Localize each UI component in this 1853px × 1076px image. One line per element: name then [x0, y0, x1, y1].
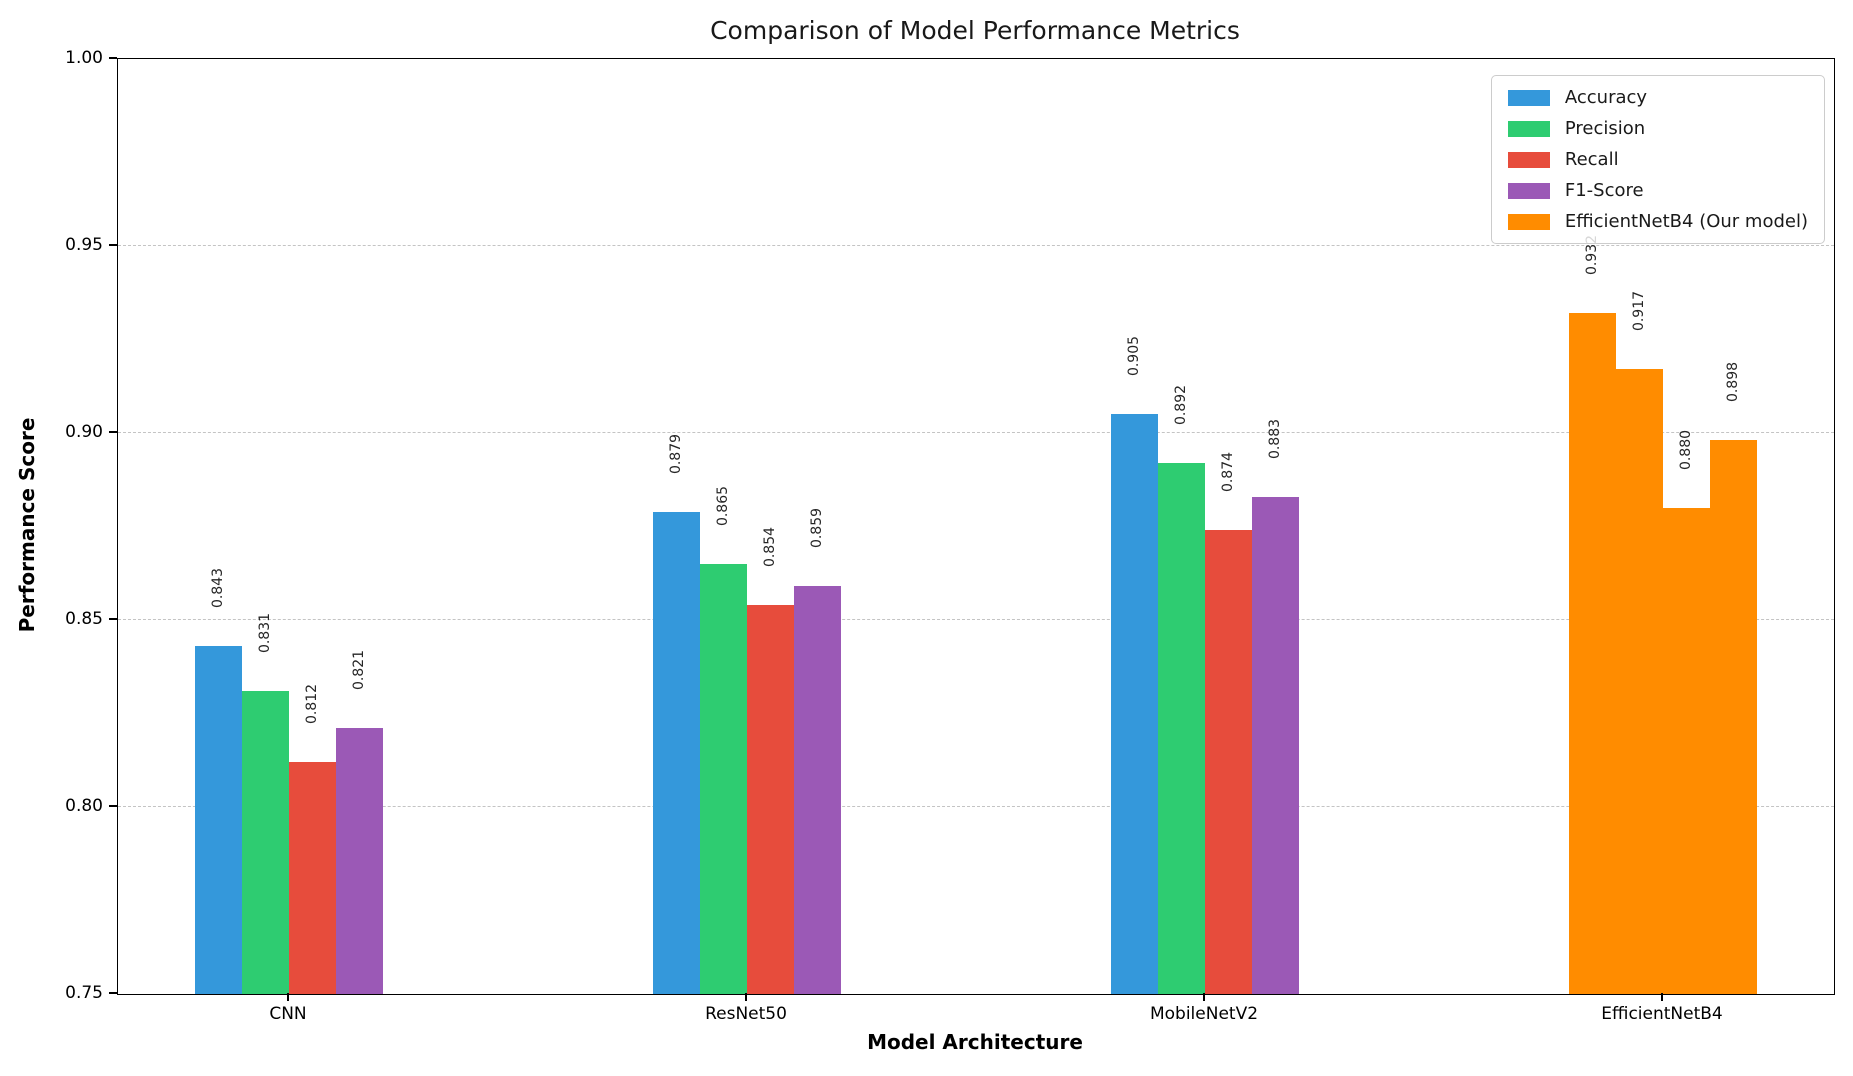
- bar-value-label: 0.859: [808, 504, 828, 552]
- legend-label: Precision: [1564, 118, 1646, 139]
- bar-precision-mobilenetv2: [1158, 462, 1205, 994]
- bar-value-text: 0.892: [1173, 384, 1190, 425]
- bar-value-text: 0.874: [1220, 452, 1237, 493]
- bar-value-label: 0.854: [761, 523, 781, 571]
- legend-label: EfficientNetB4 (Our model): [1564, 211, 1808, 232]
- bar-accuracy-mobilenetv2: [1111, 414, 1158, 994]
- bar-accuracy-efficientnetb4: [1569, 313, 1616, 994]
- y-tick-label: 0.95: [65, 235, 103, 255]
- bar-value-text: 0.859: [809, 508, 826, 549]
- legend-item-f1-score: F1-Score: [1507, 180, 1808, 201]
- legend-label: Accuracy: [1564, 87, 1648, 108]
- legend-item-precision: Precision: [1507, 118, 1808, 139]
- bar-accuracy-cnn: [195, 646, 242, 994]
- x-tick-mark: [287, 993, 289, 1001]
- bar-value-text: 0.880: [1678, 429, 1695, 470]
- bar-value-label: 0.880: [1677, 426, 1697, 474]
- legend-swatch-efficientnetb4-our-model: [1507, 213, 1550, 230]
- x-tick-mark: [1203, 993, 1205, 1001]
- y-tick-label: 0.85: [65, 609, 103, 629]
- bar-value-label: 0.821: [350, 646, 370, 694]
- x-category-label-mobilenetv2: MobileNetV2: [1149, 1004, 1259, 1024]
- bar-value-text: 0.865: [715, 485, 732, 526]
- chart-title: Comparison of Model Performance Metrics: [710, 16, 1240, 45]
- bar-f1-score-mobilenetv2: [1252, 496, 1299, 994]
- legend-label: F1-Score: [1564, 180, 1644, 201]
- x-category-label-resnet50: ResNet50: [705, 1004, 787, 1024]
- gridline-0.95: [118, 245, 1834, 247]
- legend-swatch-recall: [1507, 151, 1550, 168]
- bar-precision-efficientnetb4: [1616, 369, 1663, 994]
- bar-value-text: 0.898: [1725, 362, 1742, 403]
- bar-recall-efficientnetb4: [1663, 507, 1710, 994]
- bar-value-label: 0.892: [1172, 381, 1192, 429]
- x-tick-mark: [745, 993, 747, 1001]
- x-axis-label: Model Architecture: [867, 1030, 1083, 1054]
- bar-value-label: 0.879: [667, 430, 687, 478]
- x-category-label-efficientnetb4: EfficientNetB4: [1601, 1004, 1723, 1024]
- bar-value-text: 0.905: [1126, 336, 1143, 377]
- bar-value-text: 0.831: [257, 613, 274, 654]
- bar-value-text: 0.821: [351, 650, 368, 691]
- bar-value-label: 0.831: [256, 609, 276, 657]
- legend: Accuracy Precision Recall F1-Score Efficient…: [1490, 75, 1825, 244]
- y-tick-mark: [109, 244, 117, 246]
- gridline-0.85: [118, 619, 1834, 621]
- legend-swatch-f1-score: [1507, 182, 1550, 199]
- y-tick-mark: [109, 57, 117, 59]
- bar-value-text: 0.854: [762, 526, 779, 568]
- x-category-label-cnn: CNN: [269, 1004, 307, 1024]
- bar-value-text: 0.812: [304, 684, 321, 725]
- y-tick-label: 0.75: [65, 983, 103, 1003]
- plot-area: 0.843 0.879 0.905 0.932 0.831 0.865 0.892 0.917…: [117, 58, 1835, 995]
- legend-item-recall: Recall: [1507, 149, 1808, 170]
- bar-f1-score-resnet50: [794, 586, 841, 994]
- bar-f1-score-efficientnetb4: [1710, 440, 1757, 994]
- bar-recall-resnet50: [747, 605, 794, 994]
- bar-accuracy-resnet50: [653, 511, 700, 994]
- bar-f1-score-cnn: [336, 728, 383, 994]
- y-tick-label: 0.80: [65, 796, 103, 816]
- y-tick-label: 1.00: [65, 48, 103, 68]
- bar-recall-cnn: [289, 762, 336, 994]
- bar-value-label: 0.865: [714, 482, 734, 530]
- legend-swatch-accuracy: [1507, 89, 1550, 106]
- y-tick-mark: [109, 805, 117, 807]
- bar-value-label: 0.843: [209, 564, 229, 612]
- y-tick-mark: [109, 992, 117, 994]
- legend-item-accuracy: Accuracy: [1507, 87, 1808, 108]
- legend-label: Recall: [1564, 149, 1619, 170]
- bar-value-label: 0.874: [1219, 448, 1239, 496]
- bar-value-text: 0.843: [210, 568, 227, 609]
- gridline-0.90: [118, 432, 1834, 434]
- gridline-0.80: [118, 806, 1834, 808]
- bar-value-text: 0.917: [1631, 291, 1648, 332]
- y-tick-label: 0.90: [65, 422, 103, 442]
- bar-value-label: 0.898: [1724, 358, 1744, 406]
- x-tick-mark: [1661, 993, 1663, 1001]
- legend-item-efficientnetb4-our-model: EfficientNetB4 (Our model): [1507, 211, 1808, 232]
- legend-swatch-precision: [1507, 120, 1550, 137]
- y-tick-mark: [109, 618, 117, 620]
- bar-value-label: 0.883: [1266, 415, 1286, 463]
- bar-precision-cnn: [242, 691, 289, 994]
- bar-precision-resnet50: [700, 563, 747, 994]
- bar-value-text: 0.883: [1267, 418, 1284, 459]
- bar-value-label: 0.905: [1125, 332, 1145, 380]
- bar-recall-mobilenetv2: [1205, 530, 1252, 994]
- bar-value-label: 0.917: [1630, 287, 1650, 335]
- bar-value-label: 0.812: [303, 680, 323, 728]
- y-tick-mark: [109, 431, 117, 433]
- bar-value-text: 0.879: [668, 433, 685, 474]
